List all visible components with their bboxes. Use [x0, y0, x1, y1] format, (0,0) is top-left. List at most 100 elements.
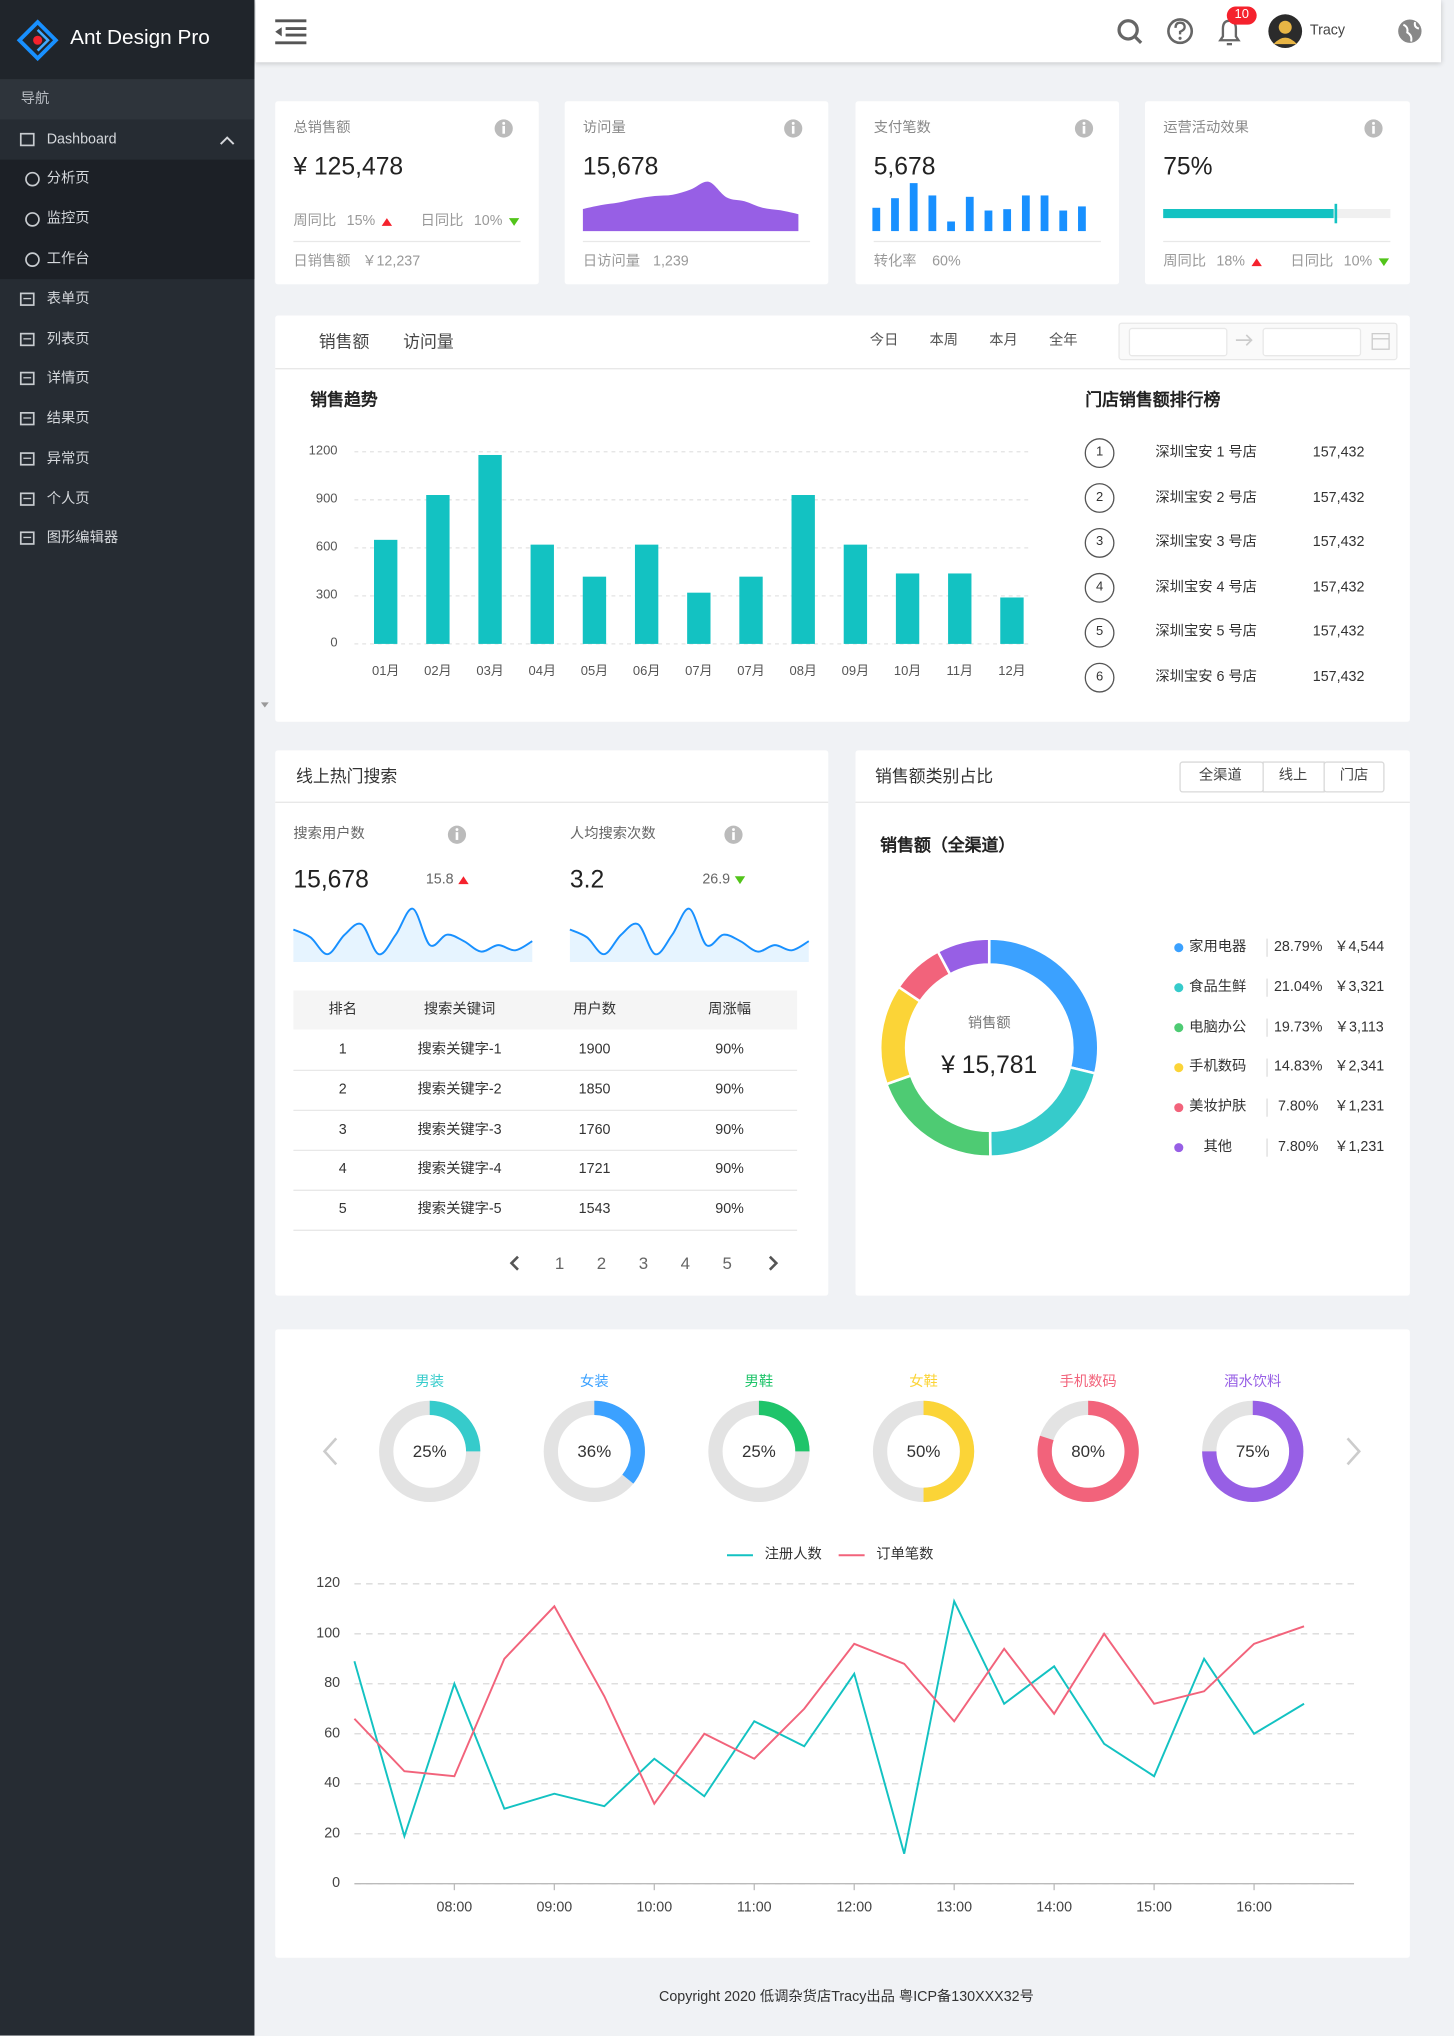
bar	[791, 495, 815, 644]
x-tick-label: 11:00	[736, 1899, 772, 1916]
stat-title: 运营活动效果	[1163, 120, 1249, 136]
table-cell: 1721	[578, 1161, 611, 1178]
stat-value: 75%	[1163, 153, 1213, 182]
user-name[interactable]: Tracy	[1309, 22, 1346, 39]
submenu-item[interactable]: 工作台	[46, 251, 90, 267]
range-option[interactable]: 本月	[989, 332, 1018, 349]
menu-item[interactable]: 图形编辑器	[46, 530, 119, 546]
date-range-picker[interactable]	[1118, 322, 1398, 361]
y-tick-label: 120	[316, 1575, 341, 1591]
table-header: 排名	[328, 1001, 358, 1018]
filter-option[interactable]: 门店	[1339, 767, 1369, 784]
footer-label: 日访问量	[582, 253, 641, 270]
legend-name: 美妆护肤	[1189, 1099, 1247, 1115]
menu-item[interactable]: Dashboard	[46, 131, 117, 148]
filter-option[interactable]: 全渠道	[1198, 767, 1242, 784]
table-header: 搜索关键词	[423, 1001, 496, 1018]
footer-value: ￥12,237	[362, 253, 421, 270]
rank-badge	[1084, 617, 1115, 648]
range-option[interactable]: 今日	[869, 332, 899, 349]
info-icon-glyph	[791, 125, 795, 134]
submenu-item[interactable]: 分析页	[46, 170, 90, 187]
range-option[interactable]: 本周	[929, 332, 959, 349]
x-tick-label: 07月	[685, 664, 713, 679]
x-tick-label: 08月	[789, 664, 817, 679]
mini-bar	[1040, 195, 1049, 232]
menu-item[interactable]: 结果页	[46, 410, 90, 427]
bar	[634, 544, 659, 644]
avatar[interactable]	[1268, 14, 1303, 49]
page-number[interactable]: 4	[680, 1253, 691, 1273]
table-cell: 4	[338, 1161, 347, 1178]
submenu-bg	[0, 159, 255, 280]
legend-amount: ￥2,341	[1334, 1059, 1385, 1075]
pagination-arrows[interactable]	[509, 1255, 779, 1271]
menu-item[interactable]: 详情页	[46, 370, 90, 387]
tab[interactable]: 访问量	[403, 331, 454, 352]
menu-item[interactable]: 表单页	[46, 291, 90, 308]
pie-slice	[936, 937, 991, 977]
x-tick-label: 04月	[528, 664, 556, 679]
bar	[530, 544, 554, 644]
ring-label: 36%	[577, 1441, 612, 1462]
range-option[interactable]: 全年	[1048, 332, 1078, 349]
filter-option[interactable]: 线上	[1278, 767, 1308, 784]
store-value: 157,432	[1312, 624, 1365, 640]
carousel-arrows[interactable]	[322, 1437, 1361, 1466]
menu-fold-icon[interactable]	[275, 19, 307, 45]
info-icon-glyph	[1082, 121, 1086, 125]
page-number[interactable]: 1	[554, 1253, 565, 1273]
page-number[interactable]: 5	[722, 1253, 732, 1273]
channel-filter[interactable]	[1179, 761, 1385, 793]
info-icon-glyph	[455, 832, 459, 840]
legend-percent: 14.83%	[1273, 1059, 1323, 1075]
ring-value	[594, 1400, 645, 1484]
stat-value: 5,678	[873, 153, 936, 182]
trend-arrow	[734, 876, 746, 885]
menu-item[interactable]: 个人页	[46, 491, 90, 507]
logo-icon	[16, 19, 59, 62]
menu-item[interactable]: 列表页	[46, 331, 90, 348]
submenu-item[interactable]: 监控页	[46, 210, 90, 227]
info-icon-glyph	[791, 121, 795, 125]
rank-number: 2	[1095, 490, 1104, 505]
table-cell: 90%	[715, 1081, 744, 1098]
x-tick-label: 15:00	[1136, 1899, 1172, 1916]
info-icon-glyph	[732, 828, 735, 831]
logo-area	[0, 0, 255, 80]
tab[interactable]: 销售额	[318, 331, 370, 352]
trend-value: 10%	[1343, 253, 1373, 270]
table-header-bg	[293, 990, 798, 1030]
table-cell: 90%	[715, 1121, 744, 1138]
legend-label: 注册人数	[764, 1546, 822, 1563]
menu-chevron	[220, 136, 235, 145]
y-tick-label: 0	[332, 1875, 341, 1891]
bar	[843, 544, 868, 644]
info-icon-glyph	[1372, 121, 1375, 125]
page-number[interactable]: 2	[596, 1253, 607, 1273]
y-tick-label: 0	[330, 636, 338, 651]
trend-label: 周同比	[293, 213, 337, 230]
search-icon[interactable]	[1117, 19, 1143, 44]
ring-label: 75%	[1235, 1441, 1270, 1462]
ring-label: 25%	[742, 1441, 776, 1462]
legend-dot	[1174, 1023, 1184, 1033]
table-cell: 搜索关键字-1	[417, 1041, 502, 1058]
legend-amount: ￥4,544	[1334, 939, 1385, 955]
copyright: Copyright 2020 低调杂货店Tracy出品 粤ICP备130XXX3…	[659, 1989, 1034, 2006]
rank-number: 6	[1095, 669, 1104, 685]
menu-icon	[19, 371, 35, 386]
legend-amount: ￥1,231	[1334, 1099, 1385, 1115]
help-icon[interactable]	[1167, 18, 1194, 45]
metric-label: 人均搜索次数	[569, 826, 656, 842]
language-icon[interactable]	[1398, 19, 1422, 43]
ring-value	[758, 1400, 810, 1452]
menu-item[interactable]: 异常页	[46, 451, 90, 467]
page-number[interactable]: 3	[638, 1253, 649, 1273]
trend-label: 周同比	[1163, 253, 1207, 270]
bell-icon[interactable]	[1218, 6, 1257, 46]
info-icon-glyph	[502, 125, 506, 134]
info-icon-glyph	[502, 121, 506, 125]
rank-badge	[1084, 438, 1115, 469]
ring-title: 男鞋	[744, 1374, 774, 1390]
